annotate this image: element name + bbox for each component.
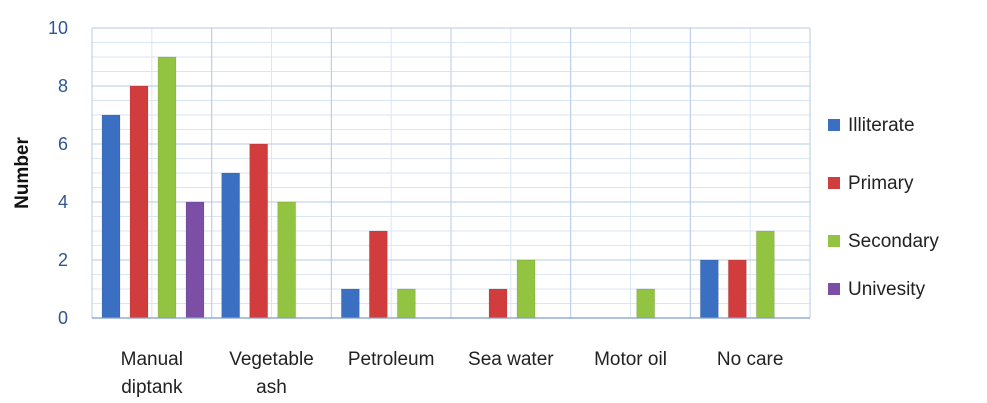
axis-layer: 0 2 4 6 8 10 Manual diptank Vegetable ash Petroleu… <box>12 18 810 398</box>
legend-swatch-secondary <box>828 235 840 247</box>
x-tick-label-4-0: Motor oil <box>594 349 667 370</box>
x-tick-label-1-0: Vegetable <box>229 349 314 370</box>
y-axis-title: Number <box>12 137 33 209</box>
legend-label-primary: Primary <box>848 173 914 194</box>
grid-layer <box>91 27 811 319</box>
y-tick-label: 2 <box>58 250 68 270</box>
bar-illiterate-0 <box>101 114 121 319</box>
y-tick-label: 0 <box>58 308 68 328</box>
bar-primary-0 <box>129 85 149 319</box>
bar-illiterate-2 <box>340 288 360 319</box>
bar-illiterate-1 <box>221 172 241 319</box>
bar-secondary-5 <box>755 230 775 319</box>
legend-swatch-univesity <box>828 283 840 295</box>
x-tick-label-0-0: Manual <box>121 349 183 370</box>
bar-primary-2 <box>368 230 388 319</box>
y-tick-label: 6 <box>58 134 68 154</box>
legend-swatch-illiterate <box>828 119 840 131</box>
bar-primary-1 <box>249 143 269 319</box>
y-tick-label: 4 <box>58 192 68 212</box>
bar-secondary-2 <box>396 288 416 319</box>
x-tick-label-5-0: No care <box>717 349 784 370</box>
bar-primary-3 <box>488 288 508 319</box>
x-tick-label-0-1: diptank <box>121 377 183 398</box>
bar-primary-5 <box>727 259 747 319</box>
bar-secondary-3 <box>516 259 536 319</box>
y-tick-label: 8 <box>58 76 68 96</box>
x-tick-label-3-0: Sea water <box>468 349 554 370</box>
legend-layer: Illiterate Primary Secondary Univesity <box>828 115 939 300</box>
x-tick-label-2-0: Petroleum <box>348 349 435 370</box>
bar-illiterate-5 <box>699 259 719 319</box>
bar-univesity-0 <box>185 201 205 319</box>
y-tick-label: 10 <box>48 18 68 38</box>
legend-swatch-primary <box>828 177 840 189</box>
bars-layer <box>101 56 775 319</box>
x-tick-label-1-1: ash <box>256 377 287 398</box>
bar-secondary-1 <box>277 201 297 319</box>
legend-label-illiterate: Illiterate <box>848 115 915 136</box>
bar-secondary-0 <box>157 56 177 319</box>
bar-secondary-4 <box>636 288 656 319</box>
legend-label-secondary: Secondary <box>848 231 939 252</box>
legend-label-univesity: Univesity <box>848 279 926 300</box>
